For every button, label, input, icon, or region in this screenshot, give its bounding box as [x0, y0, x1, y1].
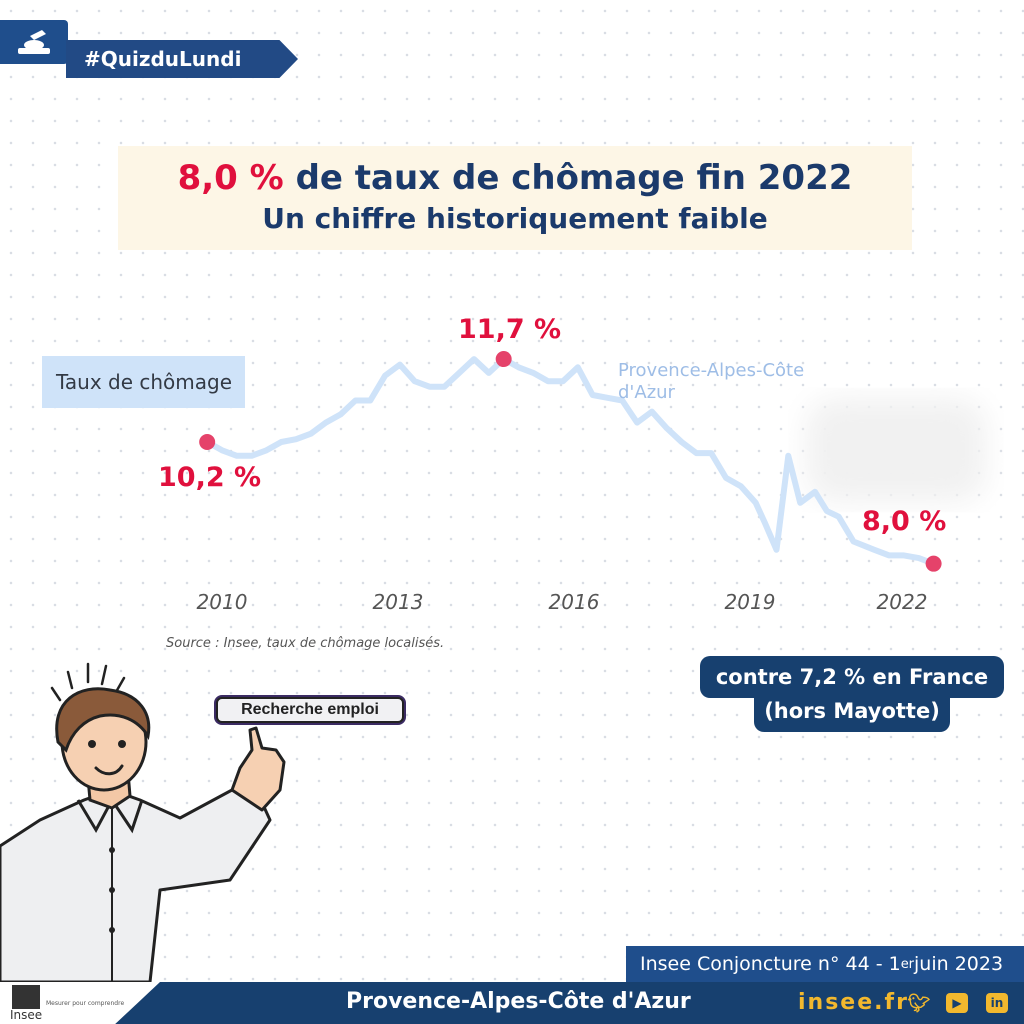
- page-title: 8,0 % de taux de chômage fin 2022: [118, 158, 912, 198]
- footer-bar: [0, 982, 1024, 1024]
- unemployment-chart: [199, 351, 986, 572]
- insee-logo-word: Insee: [10, 1008, 43, 1022]
- x-tick-label: 2013: [372, 590, 424, 614]
- chart-haze: [806, 398, 986, 502]
- quiz-logo: [0, 20, 68, 64]
- data-point-marker: [925, 555, 942, 572]
- x-tick-label: 2016: [548, 590, 600, 614]
- twitter-icon[interactable]: 🐦︎: [907, 992, 931, 1014]
- annotation-end: 8,0 %: [862, 506, 947, 537]
- series-line: [204, 356, 937, 567]
- region-name: Provence-Alpes-Côte d'Azur: [346, 989, 691, 1014]
- x-tick-label: 2022: [876, 590, 928, 614]
- publication-bar: Insee Conjoncture n° 44 - 1 er juin 2023: [626, 946, 1024, 982]
- x-tick-label: 2010: [196, 590, 248, 614]
- youtube-icon[interactable]: ▶: [946, 993, 968, 1013]
- comparison-badge-line1: contre 7,2 % en France: [700, 656, 1004, 698]
- chart-source: Source : Insee, taux de chômage localisé…: [166, 636, 445, 651]
- person-illustration: [0, 662, 286, 982]
- annotation-peak: 11,7 %: [458, 314, 562, 345]
- data-point-marker: [199, 434, 216, 450]
- comparison-badge-line2: (hors Mayotte): [754, 690, 950, 732]
- hashtag-banner: #QuizduLundi: [66, 40, 298, 78]
- legend-label: Taux de chômage: [42, 356, 245, 408]
- buzzer-icon: [18, 30, 50, 54]
- x-tick-label: 2019: [724, 590, 776, 614]
- linkedin-icon[interactable]: in: [986, 993, 1008, 1013]
- surprise-lines-icon: [50, 662, 126, 702]
- title-highlight: 8,0 %: [177, 158, 284, 198]
- title-rest: de taux de chômage fin 2022: [283, 158, 853, 198]
- title-box: 8,0 % de taux de chômage fin 2022 Un chi…: [118, 146, 912, 250]
- insee-logo-icon: [12, 985, 40, 1009]
- series-name-label: Provence-Alpes-Côte d'Azur: [618, 360, 805, 403]
- publication-sup: er: [900, 956, 915, 972]
- annotation-start: 10,2 %: [158, 462, 262, 493]
- data-point-marker: [495, 351, 512, 368]
- site-link[interactable]: insee.fr: [798, 990, 909, 1015]
- hashtag-text: #QuizduLundi: [84, 47, 242, 71]
- publication-date: juin 2023: [914, 953, 1004, 975]
- publication-text: Insee Conjoncture n° 44 - 1: [640, 953, 901, 975]
- page-subtitle: Un chiffre historiquement faible: [262, 202, 768, 235]
- job-search-button[interactable]: Recherche emploi: [216, 697, 404, 723]
- insee-logo-tagline: Mesurer pour comprendre: [46, 1000, 125, 1007]
